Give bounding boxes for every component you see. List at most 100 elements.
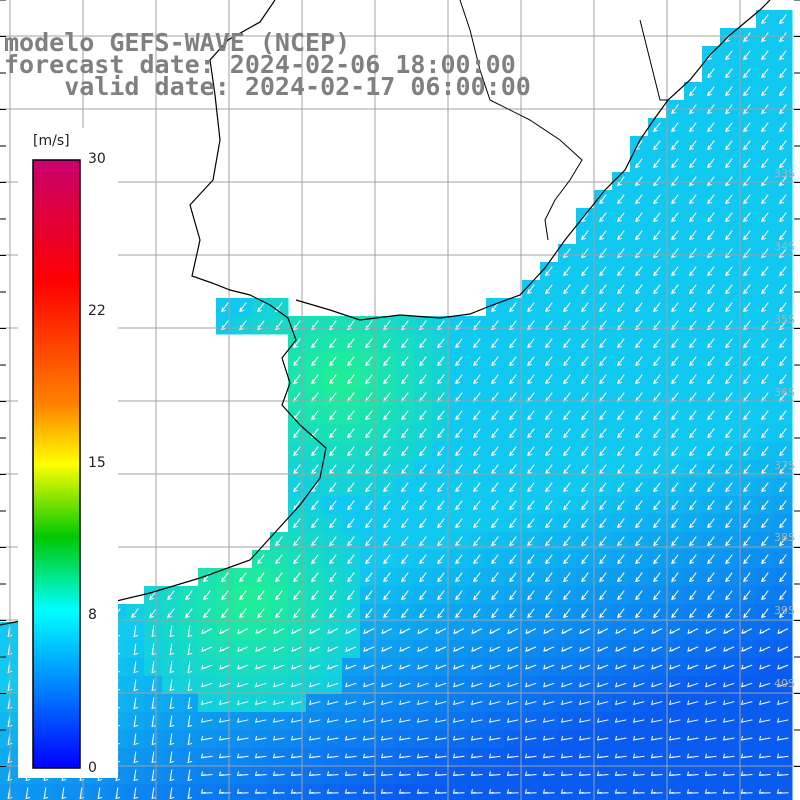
- wind-arrow: [187, 733, 193, 746]
- wind-arrow: [434, 789, 447, 794]
- wind-arrow: [545, 428, 553, 439]
- wind-arrow: [599, 518, 607, 529]
- wind-arrow: [527, 446, 535, 457]
- wind-arrow: [689, 338, 697, 349]
- wind-arrow: [221, 590, 229, 601]
- wind-arrow: [133, 625, 139, 638]
- wind-arrow: [525, 664, 537, 670]
- wind-arrow: [237, 628, 249, 635]
- wind-arrow: [651, 664, 663, 670]
- wind-arrow: [398, 789, 411, 794]
- wind-arrow: [561, 646, 573, 652]
- wind-arrow: [311, 536, 319, 547]
- wind-arrow: [707, 518, 715, 529]
- wind-arrow: [453, 664, 465, 670]
- wind-arrow: [653, 194, 661, 205]
- wind-speed-cell: [270, 784, 289, 800]
- wind-arrow: [380, 771, 393, 777]
- wind-arrow: [687, 628, 699, 635]
- wind-arrow: [169, 715, 175, 728]
- wind-arrow: [597, 646, 609, 652]
- wind-arrow: [524, 753, 537, 759]
- wind-arrow: [779, 176, 787, 187]
- wind-arrow: [563, 428, 571, 439]
- wind-speed-cell: [468, 784, 487, 800]
- wind-arrow: [707, 176, 715, 187]
- wind-arrow: [761, 68, 769, 79]
- wind-arrow: [743, 572, 751, 583]
- wind-arrow: [309, 628, 321, 635]
- wind-arrow: [668, 789, 681, 794]
- wind-arrow: [219, 628, 231, 635]
- wind-arrow: [779, 482, 787, 493]
- wind-arrow: [344, 718, 357, 723]
- wind-arrow: [743, 482, 751, 493]
- wind-arrow: [707, 266, 715, 277]
- wind-arrow: [509, 356, 517, 367]
- wind-arrow: [344, 771, 357, 777]
- wind-arrow: [777, 664, 789, 670]
- wind-arrow: [671, 590, 679, 601]
- wind-arrow: [527, 500, 535, 511]
- wind-arrow: [437, 500, 445, 511]
- wind-arrow: [509, 482, 517, 493]
- wind-arrow: [635, 608, 643, 619]
- wind-arrow: [419, 410, 427, 421]
- wind-arrow: [668, 753, 681, 759]
- wind-arrow: [671, 176, 679, 187]
- wind-arrow: [707, 140, 715, 151]
- wind-arrow: [779, 50, 787, 61]
- wind-arrow: [689, 518, 697, 529]
- wind-arrow: [651, 682, 663, 688]
- wind-arrow: [707, 572, 715, 583]
- wind-arrow: [669, 628, 681, 635]
- wind-arrow: [650, 789, 663, 794]
- wind-arrow: [759, 628, 771, 635]
- wind-arrow: [473, 536, 481, 547]
- coastline: [0, 0, 327, 626]
- wind-arrow: [743, 464, 751, 475]
- wind-arrow: [596, 735, 609, 741]
- wind-arrow: [689, 122, 697, 133]
- wind-arrow: [563, 338, 571, 349]
- wind-arrow: [473, 482, 481, 493]
- wind-arrow: [617, 176, 625, 187]
- wind-arrow: [437, 338, 445, 349]
- wind-arrow: [417, 682, 429, 688]
- wind-arrow: [578, 753, 591, 759]
- wind-arrow: [437, 518, 445, 529]
- wind-arrow: [437, 410, 445, 421]
- wind-arrow: [311, 608, 319, 619]
- wind-arrow: [725, 302, 733, 313]
- wind-arrow: [779, 608, 787, 619]
- wind-arrow: [599, 446, 607, 457]
- wind-speed-cell: [738, 784, 757, 800]
- wind-arrow: [542, 771, 555, 777]
- wind-arrow: [398, 718, 411, 723]
- wind-arrow: [740, 735, 753, 741]
- wind-arrow: [309, 700, 321, 706]
- wind-arrow: [705, 646, 717, 652]
- wind-arrow: [329, 464, 337, 475]
- wind-arrow: [761, 572, 769, 583]
- wind-arrow: [169, 787, 175, 800]
- wind-arrow: [723, 664, 735, 670]
- wind-arrow: [491, 374, 499, 385]
- wind-arrow: [362, 753, 375, 759]
- wind-arrow: [221, 302, 229, 313]
- wind-arrow: [599, 482, 607, 493]
- wind-arrow: [133, 751, 139, 764]
- wind-arrow: [365, 554, 373, 565]
- wind-arrow: [617, 482, 625, 493]
- wind-arrow: [545, 356, 553, 367]
- wind-arrow: [347, 572, 355, 583]
- wind-vector-arrows: [7, 14, 789, 800]
- wind-speed-cell: [684, 784, 703, 800]
- wind-arrow: [329, 374, 337, 385]
- wind-arrow: [723, 646, 735, 652]
- wind-arrow: [201, 700, 213, 706]
- wind-arrow: [707, 158, 715, 169]
- wind-arrow: [506, 718, 519, 723]
- wind-arrow: [668, 718, 681, 723]
- wind-arrow: [581, 446, 589, 457]
